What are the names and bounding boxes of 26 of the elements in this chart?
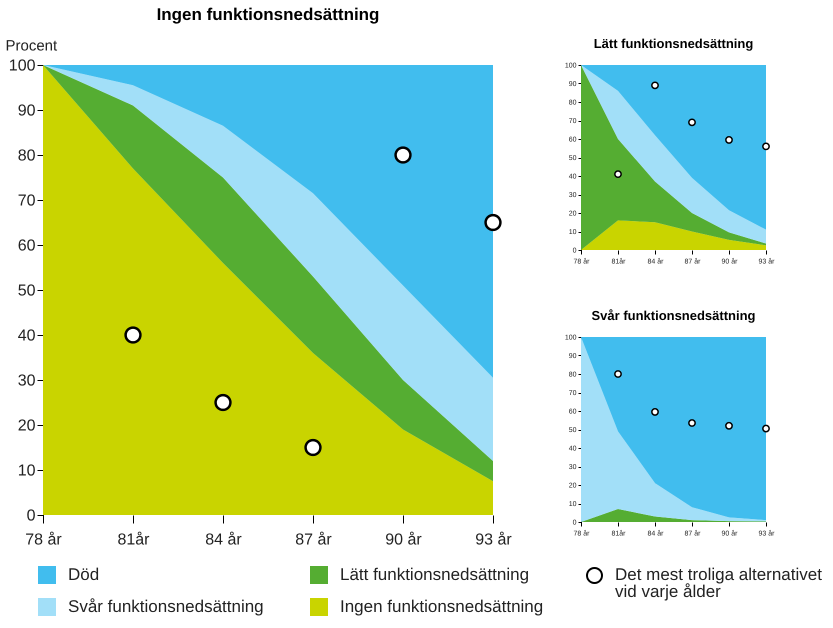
x-tick-label: 87 år	[295, 532, 332, 548]
x-tick-label: 81år	[117, 532, 150, 548]
chart-title: Lätt funktionsnedsättning	[594, 36, 754, 51]
x-tick-label: 90 år	[385, 532, 422, 548]
chart-title: Ingen funktionsnedsättning	[156, 5, 380, 24]
legend-label: Ingen funktionsnedsättning	[340, 597, 544, 616]
y-tick-label: 50	[18, 282, 36, 300]
y-tick-label: 100	[8, 58, 36, 74]
chart-title: Svår funktionsnedsättning	[592, 308, 756, 323]
legend-label: Svår funktionsnedsättning	[68, 597, 264, 616]
y-tick-label: 10	[18, 462, 36, 480]
y-tick-label: 40	[18, 328, 36, 344]
legend-label: Det mest troliga alternativet vid varje ålder	[615, 565, 823, 601]
y-tick-label: 60	[18, 238, 36, 254]
y-tick-label: 20	[18, 418, 36, 434]
y-tick-label: 70	[18, 192, 36, 210]
y-tick-label: 90	[18, 102, 36, 120]
x-tick-label: 84 år	[205, 532, 242, 548]
legend-label: Död	[68, 565, 100, 584]
x-tick-label: 78 år	[25, 532, 62, 548]
y-tick-label: 30	[18, 372, 36, 390]
y-tick-label: 0	[26, 508, 36, 524]
legend-label: Lätt funktionsnedsättning	[340, 565, 530, 584]
y-axis-title: Procent	[6, 38, 58, 54]
y-tick-label: 80	[18, 148, 36, 164]
x-tick-label: 93 år	[475, 532, 512, 548]
